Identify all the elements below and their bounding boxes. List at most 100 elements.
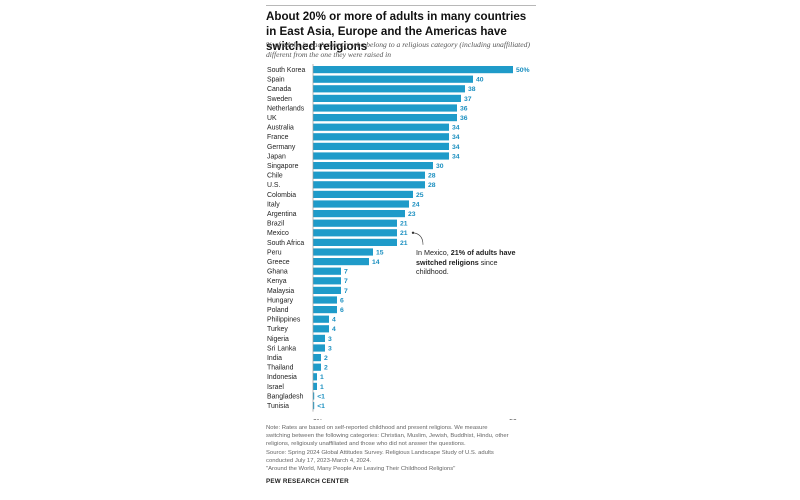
value-label: 28: [428, 173, 436, 180]
value-label: 36: [460, 115, 468, 122]
category-label: Mexico: [267, 230, 289, 237]
value-label: <1: [317, 403, 325, 410]
category-label: Singapore: [267, 163, 299, 170]
value-label: 50%: [516, 67, 530, 74]
bar: [313, 66, 513, 74]
value-label: 7: [344, 269, 348, 276]
bar: [313, 152, 449, 160]
value-label: 3: [328, 336, 332, 343]
value-label: <1: [317, 393, 325, 400]
value-label: 23: [408, 211, 416, 218]
value-label: 14: [372, 259, 380, 266]
value-label: 21: [400, 230, 408, 237]
source-line: Source: Spring 2024 Global Attitudes Sur…: [266, 449, 494, 456]
bar: [313, 133, 449, 141]
chart-title: About 20% or more of adults in many coun…: [266, 10, 527, 53]
annotation-highlight: 21% of adults have switched religions: [416, 248, 516, 267]
category-label: Kenya: [267, 278, 287, 285]
bar: [313, 382, 317, 390]
report-title-line: "Around the World, Many People Are Leavi…: [266, 466, 456, 473]
bar: [313, 363, 321, 371]
value-label: 6: [340, 307, 344, 314]
bar: [313, 402, 315, 410]
bar: [313, 267, 341, 275]
category-label: Japan: [267, 153, 286, 160]
bar: [313, 200, 409, 208]
value-label: 28: [428, 182, 436, 189]
category-label: Hungary: [267, 297, 294, 304]
bar: [313, 344, 325, 352]
category-label: Thailand: [267, 365, 294, 372]
bar: [313, 190, 413, 198]
note-line: religions, religiously unaffiliated and …: [266, 441, 466, 448]
category-label: Spain: [267, 77, 285, 84]
value-label: 2: [324, 355, 328, 362]
annotation-leader-dot: [411, 231, 415, 234]
source-organization: PEW RESEARCH CENTER: [266, 478, 349, 485]
category-label: Ghana: [267, 269, 288, 276]
bar: [313, 162, 433, 170]
category-label: India: [267, 355, 282, 362]
category-label: South Korea: [267, 67, 305, 74]
value-label: 21: [400, 240, 408, 247]
bar: [313, 306, 337, 314]
category-label: Australia: [267, 125, 294, 132]
value-label: 21: [400, 221, 408, 228]
value-label: 34: [452, 153, 460, 160]
bar: [313, 219, 397, 227]
mexico-annotation: In Mexico, 21% of adults have switched r…: [416, 248, 516, 277]
bar: [313, 286, 341, 294]
category-label: Peru: [267, 249, 282, 256]
category-label: Indonesia: [267, 374, 297, 381]
category-label: Sri Lanka: [267, 345, 296, 352]
note-line: switching between the following categori…: [266, 433, 509, 440]
source-line: conducted July 17, 2023-March 4, 2024.: [266, 457, 372, 464]
value-label: 40: [476, 77, 484, 84]
category-label: Sweden: [267, 96, 292, 103]
category-label: Poland: [267, 307, 289, 314]
bar: [313, 85, 465, 93]
category-label: UK: [267, 115, 277, 122]
category-label: Brazil: [267, 221, 285, 228]
value-label: 1: [320, 384, 324, 391]
bar: [313, 181, 425, 189]
bar: [313, 114, 457, 122]
bar-chart: South Korea 50% Spain 40 Canada 38 Sweden 3 7 Net…: [267, 64, 530, 420]
category-label: Turkey: [267, 326, 288, 333]
value-label: 38: [468, 86, 476, 93]
value-label: 7: [344, 278, 348, 285]
value-label: 4: [332, 326, 336, 333]
bar: [313, 104, 457, 112]
annotation-leader-line: [412, 232, 424, 245]
value-label: 6: [340, 297, 344, 304]
category-label: Malaysia: [267, 288, 294, 295]
category-label: South Africa: [267, 240, 304, 247]
category-label: Canada: [267, 86, 291, 93]
category-label: Germany: [267, 144, 296, 151]
chart-card: About 20% or more of adults in many coun…: [258, 0, 538, 500]
category-label: Greece: [267, 259, 290, 266]
bar: [313, 75, 473, 83]
bar: [313, 373, 317, 381]
value-label: 2: [324, 365, 328, 372]
category-label: Argentina: [267, 211, 297, 218]
bar: [313, 94, 461, 102]
category-label: Israel: [267, 384, 284, 391]
category-label: U.S.: [267, 182, 280, 189]
top-divider: [266, 5, 536, 6]
chart-notes: Note: Rates are based on self-reported c…: [266, 424, 536, 473]
bar: [313, 248, 373, 256]
chart-subtitle: % of adults in each country who belong t…: [266, 40, 530, 59]
bar: [313, 238, 397, 246]
annotation-prefix: In Mexico,: [416, 248, 451, 257]
bar: [313, 142, 449, 150]
value-label: 1: [320, 374, 324, 381]
bar: [313, 123, 449, 131]
bar: [313, 315, 329, 323]
annotation-suffix: since childhood.: [416, 257, 498, 277]
category-label: Italy: [267, 201, 280, 208]
value-label: 34: [452, 134, 460, 141]
category-label: Chile: [267, 173, 283, 180]
value-label: 7: [344, 288, 348, 295]
category-label: Netherlands: [267, 105, 305, 112]
